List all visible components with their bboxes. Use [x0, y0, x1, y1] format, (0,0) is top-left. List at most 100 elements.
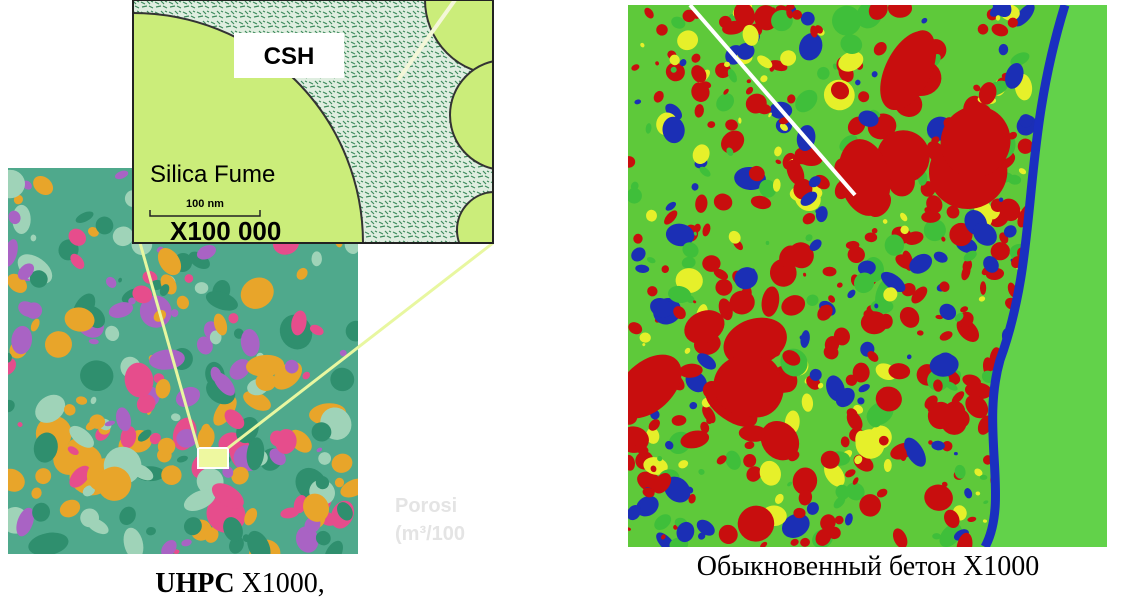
texture	[960, 306, 969, 313]
texture	[845, 469, 856, 478]
texture	[44, 331, 72, 358]
texture	[871, 71, 878, 78]
texture	[315, 530, 331, 546]
texture	[880, 271, 906, 293]
texture	[28, 532, 69, 554]
texture	[858, 110, 879, 127]
texture	[736, 42, 755, 60]
texture	[857, 397, 865, 405]
texture	[932, 533, 941, 540]
texture	[247, 530, 271, 554]
texture	[822, 266, 837, 277]
texture	[69, 465, 91, 488]
texture	[693, 231, 697, 236]
texture	[733, 5, 755, 27]
texture	[880, 30, 937, 111]
texture	[977, 23, 989, 35]
texture	[716, 93, 735, 112]
texture	[8, 210, 21, 225]
texture	[900, 225, 909, 235]
texture	[213, 313, 228, 336]
texture	[105, 276, 117, 288]
texture	[119, 506, 136, 526]
texture	[806, 294, 819, 306]
texture	[838, 51, 864, 72]
texture	[145, 526, 156, 536]
texture	[1010, 52, 1030, 66]
texture	[120, 425, 137, 449]
texture	[815, 528, 832, 546]
texture	[855, 430, 870, 452]
texture	[765, 240, 770, 246]
texture	[82, 485, 95, 497]
arrow	[688, 5, 857, 197]
texture	[716, 455, 727, 465]
texture	[628, 322, 643, 335]
texture	[648, 419, 660, 431]
texture	[646, 209, 657, 222]
texture	[723, 317, 787, 367]
texture	[128, 297, 136, 305]
texture	[285, 359, 299, 374]
texture	[799, 33, 823, 61]
texture	[157, 248, 182, 276]
texture	[631, 64, 640, 71]
texture	[847, 246, 865, 264]
texture	[931, 440, 945, 451]
texture	[944, 509, 960, 529]
texture	[904, 231, 924, 245]
texture	[1017, 138, 1033, 154]
texture	[723, 88, 729, 95]
texture	[161, 465, 182, 485]
scale-label: 100 nm	[186, 198, 224, 210]
texture	[792, 9, 803, 20]
texture	[68, 228, 86, 246]
texture	[713, 268, 729, 280]
texture	[628, 188, 642, 204]
texture	[793, 507, 806, 519]
texture	[643, 457, 668, 475]
texture	[673, 306, 686, 320]
magnification: X100 000	[170, 216, 281, 246]
texture	[759, 460, 781, 486]
texture	[330, 367, 355, 392]
texture	[817, 304, 833, 321]
texture	[337, 502, 353, 521]
texture	[772, 178, 781, 192]
caption-bold: UHPC	[155, 568, 234, 599]
label-box	[234, 33, 344, 78]
texture	[693, 300, 697, 304]
texture	[231, 466, 249, 485]
texture	[64, 404, 76, 416]
texture	[820, 450, 840, 469]
texture	[806, 502, 819, 515]
texture	[967, 516, 977, 523]
texture	[108, 302, 134, 318]
texture	[680, 430, 710, 449]
texture	[654, 514, 672, 530]
texture	[678, 363, 703, 378]
texture	[729, 290, 755, 315]
texture	[748, 165, 765, 182]
texture	[696, 519, 715, 536]
texture	[853, 272, 875, 294]
aggregate	[985, 5, 1107, 547]
texture	[137, 429, 152, 442]
texture	[642, 343, 646, 347]
texture	[847, 289, 856, 299]
texture	[132, 285, 153, 304]
texture	[929, 353, 959, 377]
texture	[181, 539, 192, 547]
texture	[59, 499, 81, 518]
texture	[941, 236, 946, 242]
texture	[661, 534, 666, 540]
texture	[746, 466, 762, 482]
texture	[979, 281, 987, 295]
zoom-line	[138, 242, 200, 449]
texture	[904, 437, 926, 467]
texture	[911, 286, 928, 304]
texture	[800, 11, 815, 26]
texture	[684, 310, 725, 344]
texture	[318, 452, 332, 465]
texture	[657, 455, 663, 462]
